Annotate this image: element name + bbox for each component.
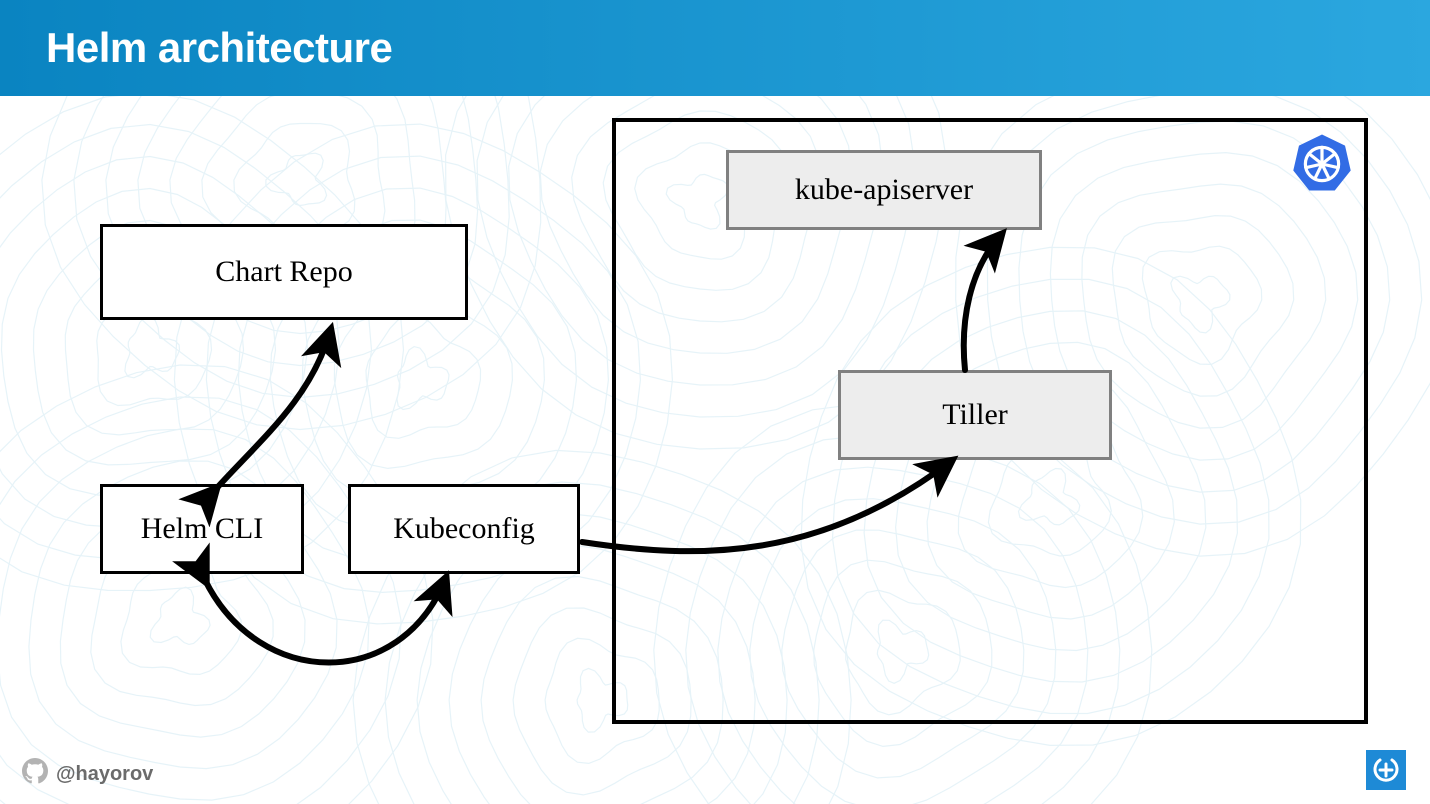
footer: @hayorov: [22, 758, 153, 790]
node-cluster: [612, 118, 1368, 724]
edge-helm_cli-kubeconfig: [205, 580, 445, 663]
edge-helm_cli-chart_repo: [215, 332, 330, 490]
slide-header: Helm architecture: [0, 0, 1430, 96]
node-chart_repo: Chart Repo: [100, 224, 468, 320]
brand-badge-icon: [1366, 750, 1406, 790]
github-icon: [22, 758, 48, 790]
slide-title: Helm architecture: [0, 24, 392, 72]
diagram-stage: Tillerkube-apiserverKubeconfigHelm CLICh…: [0, 0, 1430, 804]
node-kubeconfig: Kubeconfig: [348, 484, 580, 574]
node-helm_cli: Helm CLI: [100, 484, 304, 574]
footer-handle: @hayorov: [56, 763, 153, 786]
